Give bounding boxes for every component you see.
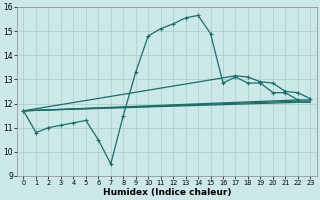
X-axis label: Humidex (Indice chaleur): Humidex (Indice chaleur)	[103, 188, 231, 197]
